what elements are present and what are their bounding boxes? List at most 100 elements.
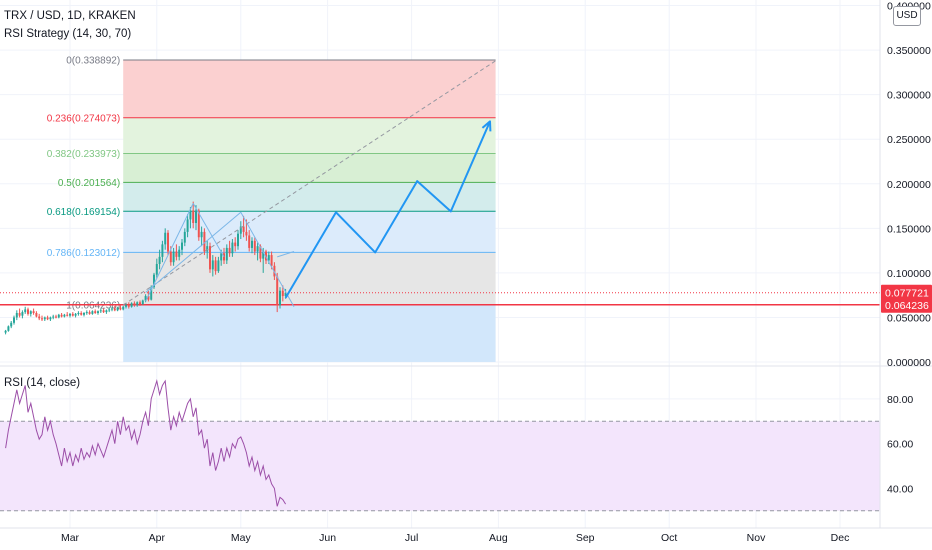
fib-level-label: 0.382(0.233973) — [47, 149, 120, 160]
candle-body — [164, 232, 167, 245]
price-tick-label: 0.200000 — [887, 179, 931, 191]
candle-body — [147, 296, 150, 300]
candle-body — [130, 303, 133, 307]
candle-body — [209, 246, 211, 270]
time-tick-label: Jun — [319, 532, 336, 544]
price-marker-label: 0.064236 — [885, 300, 929, 312]
candle-body — [105, 310, 108, 313]
time-tick-label: Dec — [831, 532, 850, 544]
rsi-band — [0, 421, 880, 511]
candle-body — [10, 322, 13, 327]
candle-body — [18, 312, 21, 316]
pattern-line — [192, 203, 225, 258]
candle-body — [52, 316, 55, 318]
candle-body — [125, 304, 127, 307]
candle-body — [21, 312, 24, 316]
fib-zone — [123, 153, 496, 183]
candle-body — [38, 316, 41, 319]
candle-body — [55, 316, 57, 318]
fib-zone — [123, 117, 496, 154]
fib-zone — [123, 60, 496, 118]
time-tick-label: Oct — [661, 532, 677, 544]
candle-body — [91, 311, 94, 314]
candle-body — [153, 274, 155, 288]
price-marker-badge — [881, 296, 932, 313]
candle-body — [85, 312, 88, 314]
candle-body — [276, 276, 279, 305]
candle-body — [211, 260, 214, 270]
candle-body — [155, 263, 158, 275]
fibonacci-retracement[interactable]: 0(0.338892) 0.236(0.274073) 0.382(0.233973… — [0, 56, 880, 362]
rsi-line — [5, 378, 287, 507]
projection-arrowhead — [481, 120, 492, 132]
candle-body — [284, 292, 287, 297]
fib-level-label: 0(0.338892) — [66, 56, 120, 67]
candle-body — [119, 307, 122, 310]
candle-body — [108, 309, 111, 311]
candle-body — [279, 290, 281, 305]
candle-body — [256, 246, 259, 252]
candle-body — [203, 231, 206, 252]
price-tick-label: 0.100000 — [887, 268, 931, 280]
candle-body — [133, 303, 136, 305]
candle-body — [262, 251, 265, 259]
pattern-line — [277, 251, 295, 258]
candle-body — [178, 249, 181, 257]
currency-badge[interactable]: USD — [893, 6, 921, 26]
time-tick-label: Aug — [489, 532, 508, 544]
candle-body — [113, 308, 116, 311]
candle-body — [245, 231, 248, 236]
candle-body — [77, 312, 80, 314]
price-tick-label: 0.150000 — [887, 223, 931, 235]
pattern-line — [240, 212, 295, 307]
candle-body — [24, 309, 27, 313]
fib-level-label: 0.236(0.274073) — [47, 113, 120, 124]
candle-body — [29, 311, 32, 314]
candle-body — [13, 317, 15, 323]
price-tick-label: 0.050000 — [887, 312, 931, 324]
time-tick-label: May — [231, 532, 252, 544]
candle-body — [69, 313, 71, 316]
candle-body — [186, 219, 189, 232]
candle-body — [281, 290, 284, 297]
candle-body — [195, 210, 197, 223]
candle-body — [88, 312, 91, 314]
price-marker-label: 0.077721 — [885, 288, 929, 300]
fib-zone — [123, 304, 496, 362]
fib-level-label: 0.786(0.123012) — [47, 248, 120, 259]
candle-body — [32, 311, 35, 313]
candle-body — [225, 247, 228, 261]
price-marker-badge — [881, 284, 932, 301]
candle-body — [136, 302, 139, 305]
candle-body — [141, 300, 144, 305]
candle-body — [172, 251, 175, 263]
candle-body — [35, 312, 38, 317]
candle-body — [27, 309, 29, 314]
candle-body — [259, 246, 262, 259]
fib-zone — [123, 252, 496, 305]
dashed-trendline — [122, 60, 496, 306]
candle-body — [7, 326, 10, 331]
pattern-line — [145, 203, 194, 302]
candle-body — [97, 311, 99, 313]
candle-body — [57, 314, 60, 318]
candle-body — [217, 260, 220, 272]
candle-body — [122, 306, 125, 310]
rsi-title: RSI (14, close) — [4, 377, 81, 389]
time-tick-label: Nov — [747, 532, 766, 544]
candle-body — [46, 317, 49, 320]
candle-body — [181, 242, 183, 250]
candle-body — [127, 304, 130, 307]
candle-body — [66, 314, 69, 316]
candle-body — [237, 233, 239, 247]
fib-level-label: 0.5(0.201564) — [58, 178, 120, 189]
candle-body — [41, 318, 43, 320]
fib-level-label: 0.618(0.169154) — [47, 207, 120, 218]
candle-body — [183, 231, 186, 243]
time-tick-label: Sep — [576, 532, 595, 544]
candle-body — [253, 240, 256, 252]
chart-drawings[interactable] — [122, 60, 496, 307]
candle-body — [71, 313, 74, 316]
candle-body — [228, 247, 231, 254]
